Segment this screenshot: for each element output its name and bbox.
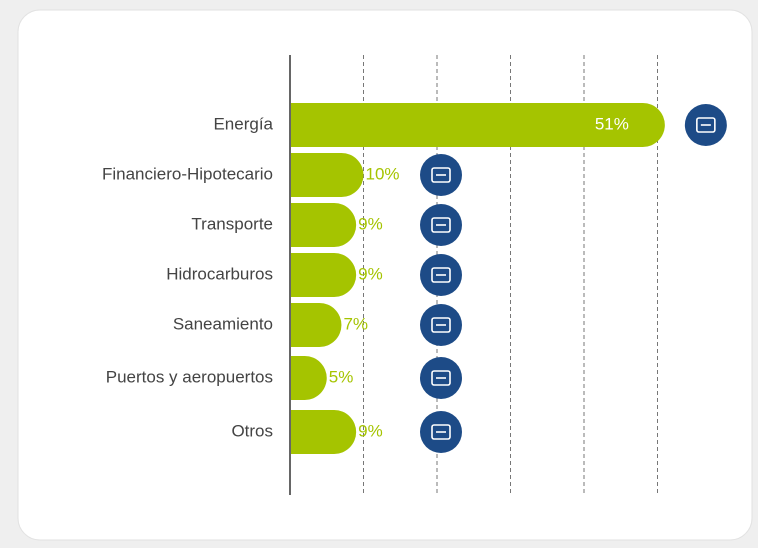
value-label: 51% (595, 114, 629, 133)
bar (290, 410, 357, 454)
category-label: Hidrocarburos (166, 264, 273, 283)
bar (290, 203, 357, 247)
bar (290, 253, 357, 297)
sector-icon (420, 411, 462, 453)
sector-icon (420, 154, 462, 196)
category-label: Puertos y aeropuertos (106, 367, 273, 386)
sector-icon (420, 304, 462, 346)
icon-glyph (431, 267, 451, 283)
icon-glyph (431, 167, 451, 183)
value-label: 9% (358, 214, 383, 233)
sector-icon (420, 357, 462, 399)
icon-glyph (431, 370, 451, 386)
sector-icon (684, 104, 727, 146)
icon-glyph (431, 424, 451, 440)
value-label: 10% (366, 164, 400, 183)
category-label: Transporte (191, 214, 273, 233)
bar (290, 103, 665, 147)
bar (290, 153, 364, 197)
value-label: 7% (343, 314, 368, 333)
icon-glyph (696, 117, 716, 133)
icon-glyph (431, 317, 451, 333)
category-label: Otros (231, 421, 273, 440)
value-label: 5% (329, 367, 354, 386)
sector-icon (420, 254, 462, 296)
card (17, 9, 753, 541)
value-label: 9% (358, 421, 383, 440)
bar (290, 303, 342, 347)
category-label: Saneamiento (173, 314, 273, 333)
category-label: Energía (213, 114, 273, 133)
sector-icon (420, 204, 462, 246)
icon-glyph (431, 217, 451, 233)
bar (290, 356, 327, 400)
category-label: Financiero-Hipotecario (102, 164, 273, 183)
value-label: 9% (358, 264, 383, 283)
